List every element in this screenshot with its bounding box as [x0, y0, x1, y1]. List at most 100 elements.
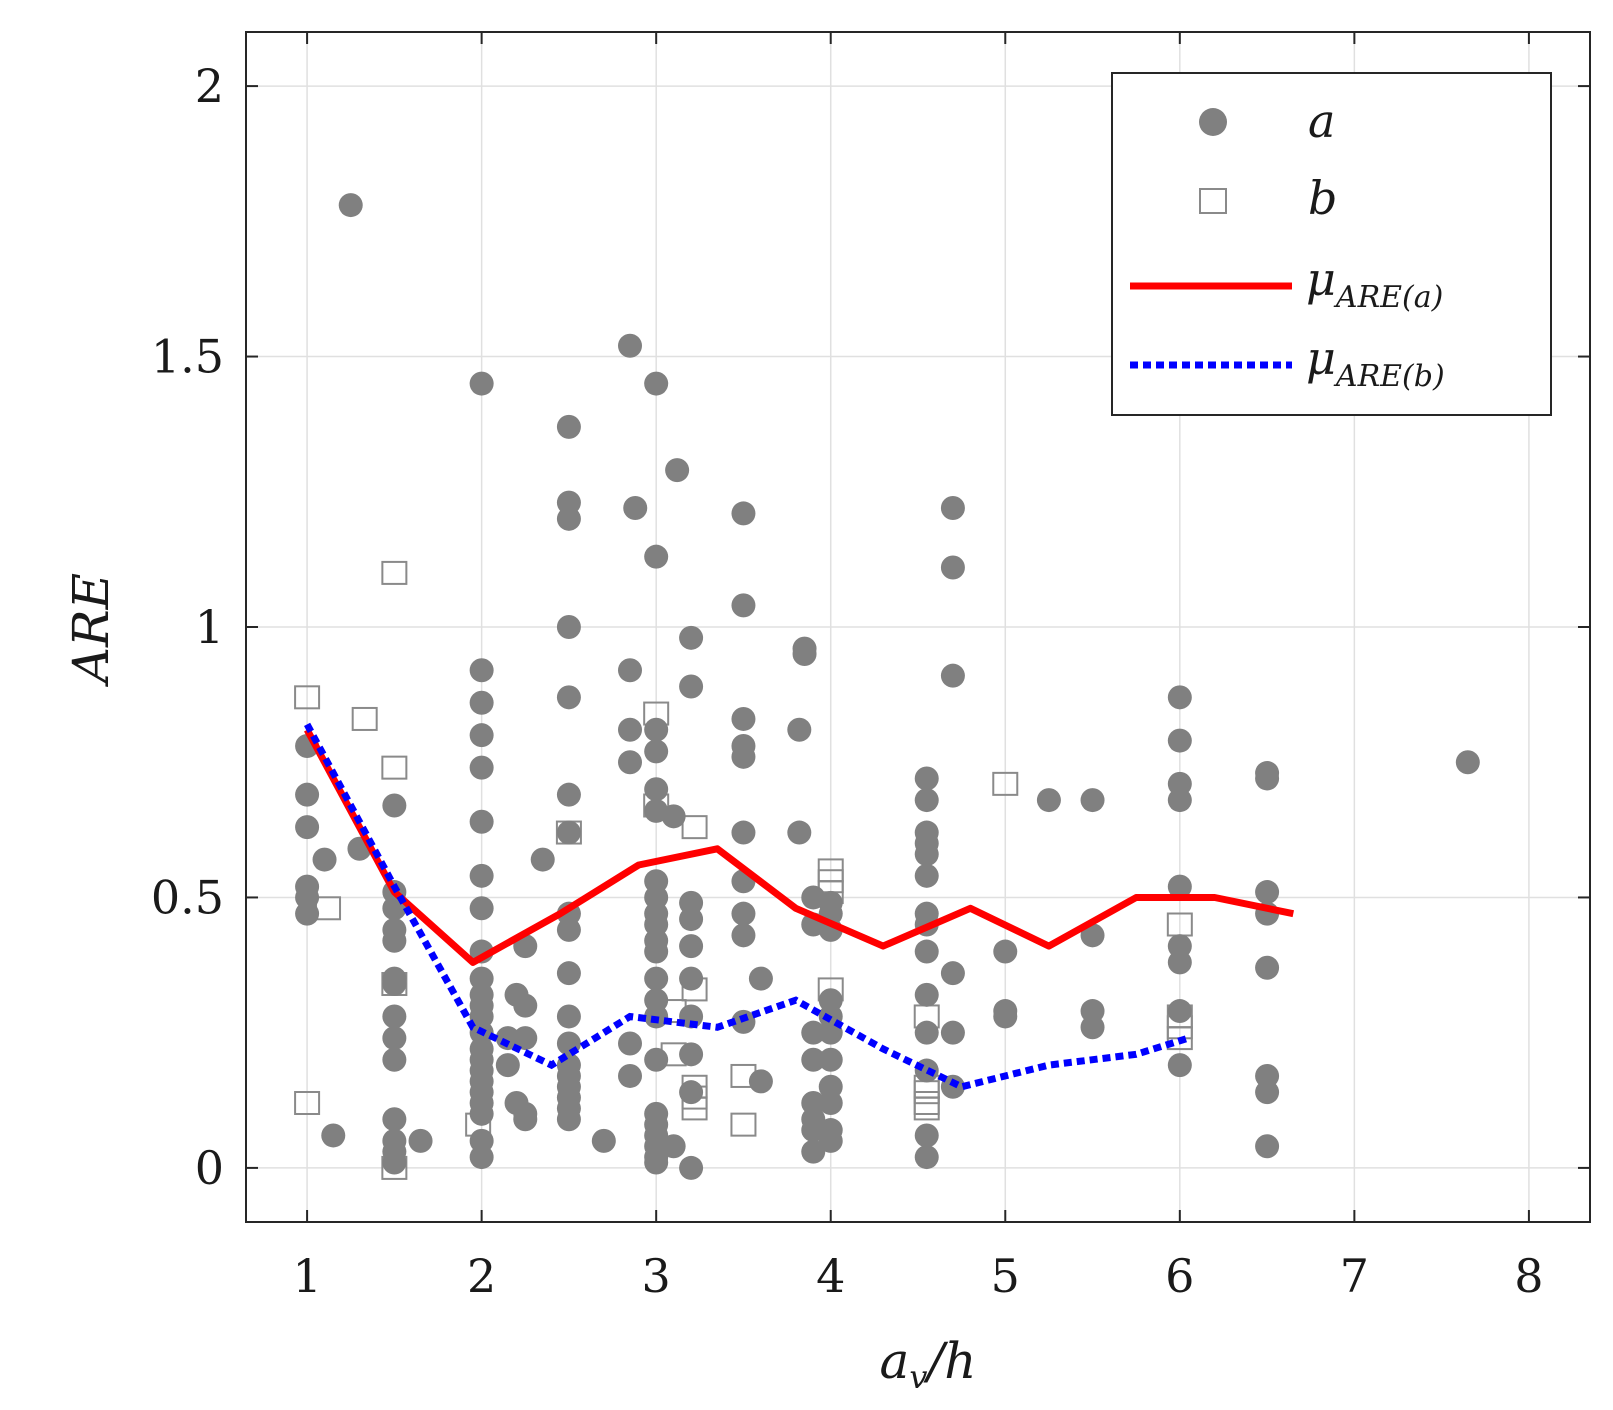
point-a — [469, 809, 494, 834]
point-a — [469, 896, 494, 921]
point-a — [469, 863, 494, 888]
point-a — [914, 1020, 939, 1045]
point-a — [618, 1031, 642, 1056]
point-a — [818, 1128, 843, 1153]
point-a — [556, 615, 581, 639]
point-a — [1167, 874, 1192, 899]
x-axis-label-sub: v — [909, 1358, 927, 1396]
point-a — [644, 739, 669, 764]
point-a — [748, 1069, 773, 1094]
point-a — [818, 1091, 843, 1115]
point-a — [644, 371, 669, 396]
point-a — [914, 842, 939, 867]
point-a — [1255, 880, 1280, 905]
x-tick-label: 6 — [1165, 1249, 1194, 1303]
point-a — [801, 1139, 826, 1164]
point-a — [338, 193, 363, 218]
legend-label-b: b — [1308, 171, 1337, 225]
point-a — [530, 847, 555, 872]
point-a — [618, 333, 642, 358]
point-a — [644, 1150, 669, 1175]
point-a — [1167, 685, 1192, 710]
mean-line-a — [304, 728, 1295, 966]
point-a — [914, 982, 939, 1007]
point-a — [644, 544, 669, 569]
point-a — [731, 744, 756, 769]
y-tick-label: 2 — [195, 59, 224, 113]
point-a — [382, 793, 407, 818]
y-tick-label: 1 — [195, 600, 224, 654]
point-a — [644, 939, 669, 964]
point-a — [940, 1020, 965, 1045]
point-a — [679, 625, 704, 650]
point-a — [321, 1123, 346, 1148]
y-tick-label: 1.5 — [151, 330, 224, 384]
point-a — [940, 1074, 965, 1099]
point-a — [556, 917, 581, 942]
point-a — [382, 1004, 407, 1029]
point-a — [1167, 950, 1192, 975]
point-a — [1080, 788, 1105, 813]
point-a — [679, 934, 704, 959]
x-axis-label-rest: /h — [923, 1332, 976, 1390]
x-tick-label: 3 — [642, 1249, 671, 1303]
legend: a b μARE(a) μARE(b) — [1111, 72, 1552, 416]
point-a — [469, 690, 494, 715]
point-a — [801, 1118, 826, 1143]
point-a — [618, 658, 642, 683]
point-a — [1167, 999, 1192, 1024]
point-a — [1255, 766, 1280, 791]
point-b — [294, 685, 321, 710]
point-a — [556, 1004, 581, 1029]
point-a — [801, 1020, 826, 1045]
point-a — [1255, 1134, 1280, 1159]
point-a — [914, 766, 939, 791]
point-a — [382, 1026, 407, 1051]
point-a — [556, 685, 581, 710]
axis-ticks: 1 2 3 4 5 6 7 8 0 0.5 1 1.5 2 — [151, 32, 1590, 1303]
point-a — [940, 961, 965, 986]
point-a — [618, 717, 642, 742]
point-a — [940, 555, 965, 580]
point-a — [1167, 728, 1192, 753]
point-a — [295, 901, 320, 926]
x-tick-label: 5 — [991, 1249, 1020, 1303]
point-a — [731, 820, 756, 845]
point-a — [914, 939, 939, 964]
point-a — [661, 804, 686, 829]
point-a — [644, 777, 669, 802]
point-a — [679, 674, 704, 699]
point-a — [1080, 1015, 1105, 1040]
point-a — [1255, 955, 1280, 980]
legend-marker-b — [1199, 188, 1227, 214]
point-a — [469, 371, 494, 396]
point-a — [513, 1026, 538, 1051]
point-a — [731, 923, 756, 948]
legend-marker-a — [1199, 108, 1227, 136]
point-a — [1455, 750, 1480, 775]
x-tick-label: 7 — [1340, 1249, 1369, 1303]
point-a — [295, 782, 320, 807]
mean-line-b — [304, 722, 1190, 1091]
point-a — [312, 847, 337, 872]
point-b — [381, 560, 408, 585]
point-a — [382, 928, 407, 953]
legend-label-mean-a-symbol: μ — [1306, 252, 1336, 306]
point-a — [469, 755, 494, 780]
point-a — [469, 723, 494, 748]
point-a — [1167, 1053, 1192, 1078]
point-a — [623, 496, 648, 520]
point-a — [295, 815, 320, 840]
point-a — [731, 901, 756, 926]
point-a — [382, 972, 407, 996]
point-a — [665, 458, 690, 483]
point-a — [748, 966, 773, 991]
point-b — [730, 1112, 757, 1137]
y-tick-label: 0 — [195, 1141, 224, 1195]
point-a — [556, 782, 581, 807]
point-a — [556, 506, 581, 531]
point-a — [787, 717, 812, 742]
point-a — [1167, 788, 1192, 813]
point-a — [495, 1053, 520, 1078]
point-a — [556, 820, 581, 845]
